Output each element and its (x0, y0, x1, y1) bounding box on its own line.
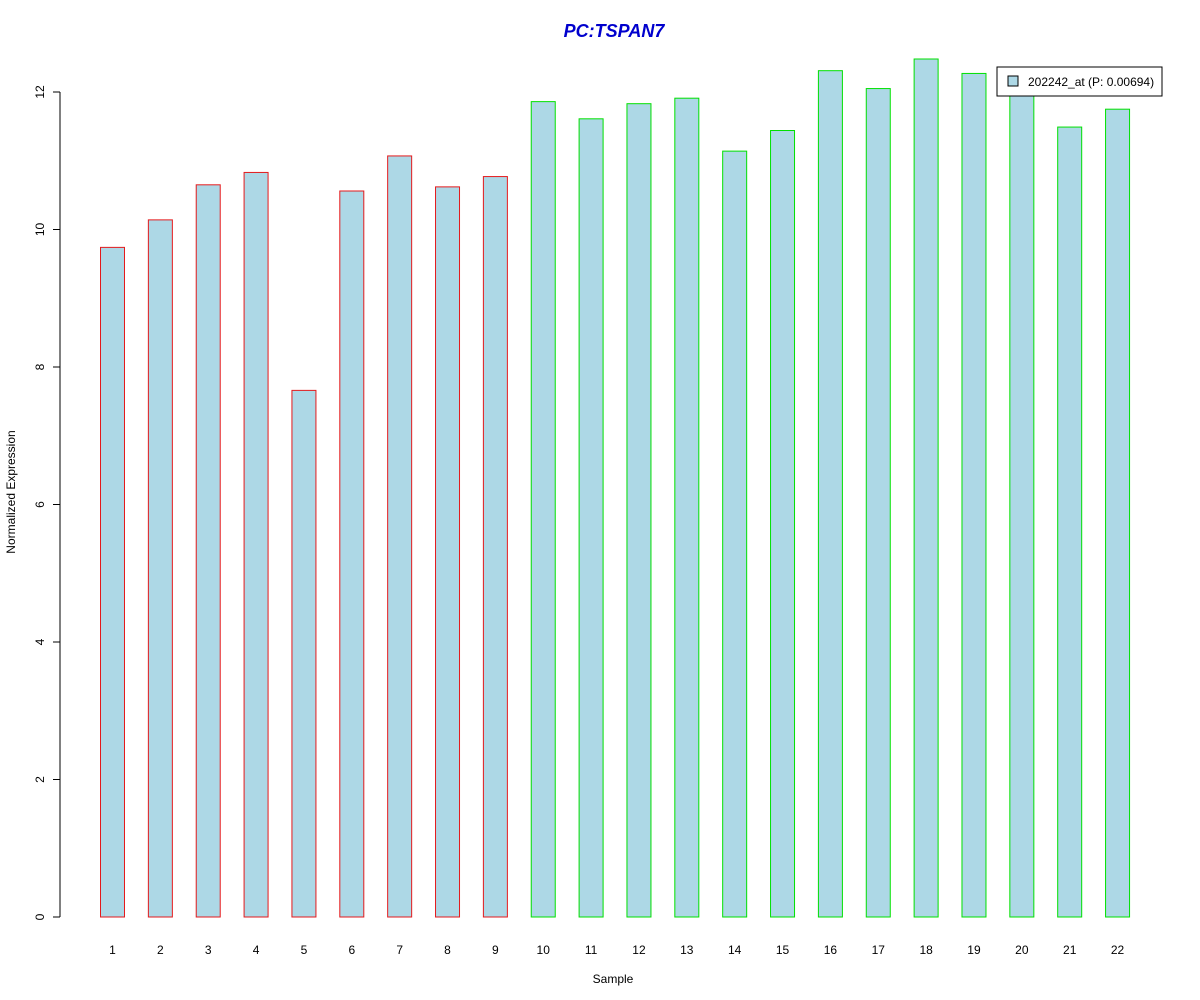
x-tick-labels: 1 2 3 4 5 6 7 8 9 10 11 12 13 14 15 16 17 18 19 20 21 22 (109, 943, 1124, 957)
bar (1105, 108, 1131, 918)
y-axis: 0 2 4 6 8 10 12 (33, 85, 61, 920)
y-tick-label: 4 (33, 638, 47, 645)
bar (1057, 126, 1083, 918)
x-axis-title: Sample (593, 972, 634, 986)
y-tick-label: 8 (33, 363, 47, 370)
bar (913, 58, 939, 918)
bar (722, 150, 748, 918)
x-tick-label: 20 (1015, 943, 1029, 957)
x-tick-label: 22 (1111, 943, 1125, 957)
x-tick-label: 7 (396, 943, 403, 957)
bar (100, 246, 125, 918)
bar (626, 103, 652, 918)
y-tick-label: 6 (33, 501, 47, 508)
bar (387, 155, 413, 918)
y-tick-label: 10 (33, 223, 47, 237)
x-tick-label: 1 (109, 943, 116, 957)
bar (674, 97, 700, 918)
x-tick-label: 14 (728, 943, 742, 957)
x-tick-label: 13 (680, 943, 694, 957)
x-tick-label: 4 (253, 943, 260, 957)
x-tick-label: 6 (348, 943, 355, 957)
bar (961, 72, 987, 918)
x-tick-label: 21 (1063, 943, 1077, 957)
bar (147, 219, 173, 918)
x-tick-label: 12 (632, 943, 646, 957)
x-tick-label: 15 (776, 943, 790, 957)
x-tick-label: 3 (205, 943, 212, 957)
x-tick-label: 9 (492, 943, 499, 957)
bar (243, 171, 269, 918)
bar (291, 389, 317, 918)
x-tick-label: 17 (872, 943, 886, 957)
legend-box (996, 66, 1163, 97)
bar (817, 70, 843, 918)
y-tick-label: 0 (33, 913, 47, 920)
y-tick-label: 12 (33, 85, 47, 99)
x-tick-label: 16 (824, 943, 838, 957)
bar (578, 118, 604, 918)
y-axis-title: Normalized Expression (4, 430, 18, 553)
bar (530, 101, 556, 918)
x-tick-label: 19 (967, 943, 981, 957)
bar (195, 184, 221, 918)
x-tick-label: 11 (585, 943, 598, 957)
bar (435, 186, 461, 918)
x-tick-label: 18 (919, 943, 933, 957)
legend-label: 202242_at (P: 0.00694) (1028, 75, 1154, 89)
bar (865, 88, 891, 918)
x-tick-label: 8 (444, 943, 451, 957)
bar (339, 190, 365, 918)
legend: 202242_at (P: 0.00694) (996, 66, 1163, 97)
chart-title: PC:TSPAN7 (564, 21, 666, 41)
bars-group (100, 58, 1131, 918)
x-tick-label: 2 (157, 943, 164, 957)
bar (1009, 91, 1035, 918)
x-tick-label: 10 (537, 943, 551, 957)
legend-swatch (1007, 75, 1019, 87)
x-tick-label: 5 (301, 943, 308, 957)
bar (482, 176, 508, 918)
y-tick-label: 2 (33, 776, 47, 783)
bar (770, 130, 796, 918)
